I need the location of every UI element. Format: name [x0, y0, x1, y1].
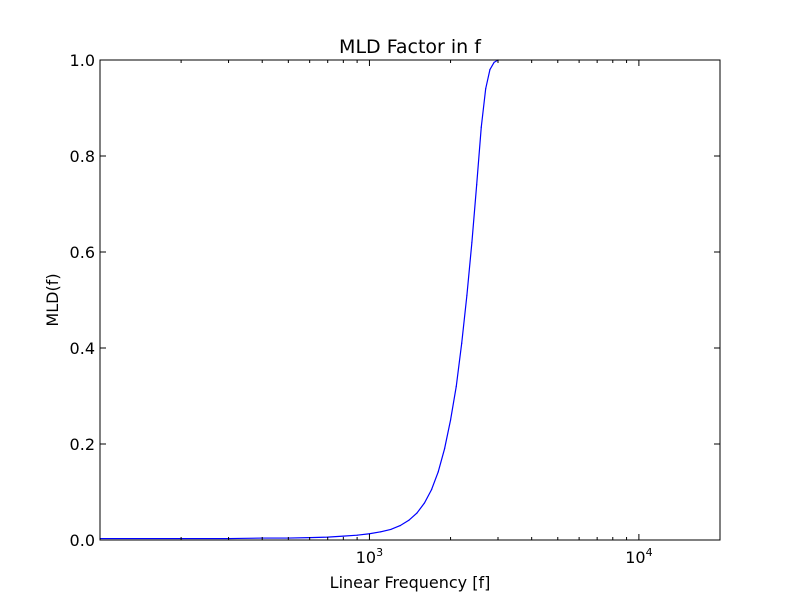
data-point: [455, 385, 457, 387]
y-tick-label: 1.0: [70, 51, 95, 70]
data-point: [342, 535, 344, 537]
data-point: [430, 489, 433, 491]
y-tick-label: 0.4: [70, 339, 95, 358]
y-tick-label: 0.2: [70, 435, 95, 454]
data-point: [489, 69, 491, 71]
data-point: [379, 531, 382, 533]
y-tick-label: 0.0: [70, 531, 95, 550]
y-tick-label: 0.6: [70, 243, 95, 262]
data-point: [493, 61, 495, 64]
series-line: [100, 59, 499, 540]
x-axis-label: Linear Frequency [f]: [330, 573, 491, 592]
data-point: [423, 502, 426, 504]
data-point: [356, 534, 358, 536]
data-point: [471, 241, 473, 243]
data-point: [443, 448, 446, 450]
y-axis-label: MLD(f): [43, 273, 62, 326]
data-point: [408, 519, 410, 521]
x-tick-label: 104: [625, 546, 652, 567]
data-point: [437, 471, 439, 473]
x-tick-label-exponent: 3: [376, 546, 383, 559]
chart-title: MLD Factor in f: [339, 36, 482, 58]
data-point: [449, 419, 452, 421]
x-tick-label-exponent: 4: [646, 546, 653, 559]
plot-frame: [99, 59, 721, 541]
data-point: [399, 525, 401, 527]
data-point: [390, 528, 392, 531]
x-tick-label-base: 10: [356, 548, 376, 567]
x-tick-label-base: 10: [625, 548, 645, 567]
plot-area: [99, 59, 499, 540]
data-point: [485, 88, 487, 90]
x-tick-label: 103: [356, 546, 383, 567]
data-point: [461, 342, 463, 344]
data-point: [466, 294, 468, 296]
data-point: [480, 126, 482, 128]
data-point: [416, 512, 418, 514]
y-tick-label: 0.8: [70, 147, 95, 166]
data-point: [476, 184, 478, 186]
